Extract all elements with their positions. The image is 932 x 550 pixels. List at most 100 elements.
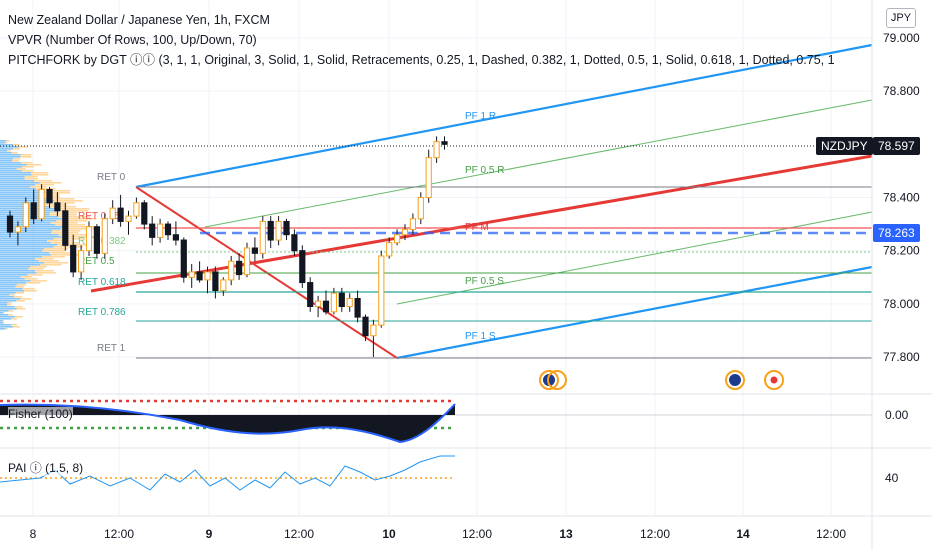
candle xyxy=(330,287,337,315)
candle xyxy=(394,229,401,246)
chart-grid xyxy=(0,0,872,516)
pai-legend[interactable]: PAI ⓘ (1.5, 8) xyxy=(8,459,84,476)
time-tick-label: 13 xyxy=(559,527,573,541)
price-tick-label: 77.800 xyxy=(883,350,920,364)
pitchfork-legend[interactable]: PITCHFORK by DGT ⓘⓘ (3, 1, 1, Original, … xyxy=(8,53,835,67)
candle xyxy=(251,237,259,262)
time-axis[interactable]: 8 12:00 9 12:00 10 12:00 13 12:00 14 12:00 xyxy=(30,527,847,541)
ret-0-label: RET 0 xyxy=(97,172,126,183)
event-flag-nz-icon[interactable] xyxy=(547,370,567,390)
candle xyxy=(346,293,353,312)
ret-0618-label: RET 0.618 xyxy=(78,277,126,288)
fisher-legend[interactable]: Fisher (100) xyxy=(8,407,73,421)
candle xyxy=(30,189,37,225)
candle xyxy=(180,237,187,283)
pf-05r-line xyxy=(204,99,873,228)
candle xyxy=(417,192,424,225)
price-tick-label: 79.000 xyxy=(883,31,920,45)
pai-line xyxy=(0,455,455,491)
fisher-pane: 0.00 xyxy=(0,399,909,444)
pitchfork-overlay: PF 1 R PF 0.5 R PF M PF 0.5 S PF 1 S RET… xyxy=(0,43,873,360)
candle xyxy=(70,234,77,278)
candle xyxy=(275,216,282,246)
fisher-line xyxy=(0,403,456,444)
price-tick-label: 78.200 xyxy=(883,244,920,258)
price-tick-label: 78.800 xyxy=(883,84,920,98)
candle xyxy=(164,221,172,241)
candle xyxy=(204,266,211,294)
price-tick-label: 78.000 xyxy=(883,297,920,311)
candle xyxy=(299,245,306,288)
candle xyxy=(109,200,116,225)
candle xyxy=(196,261,203,283)
time-tick-label: 12:00 xyxy=(816,527,846,541)
fisher-axis-value: 0.00 xyxy=(885,408,909,422)
time-tick-label: 10 xyxy=(382,527,396,541)
candle xyxy=(212,266,219,299)
candle xyxy=(259,216,266,259)
fisher-histogram xyxy=(0,404,455,442)
candle xyxy=(188,263,195,288)
volume-profile xyxy=(0,140,97,330)
currency-button[interactable]: JPY xyxy=(886,8,916,28)
pf-1r-line xyxy=(135,43,873,189)
pf-05s-label: PF 0.5 S xyxy=(465,276,504,287)
candle xyxy=(54,192,61,217)
candle xyxy=(378,250,385,328)
candle xyxy=(433,136,440,163)
candle xyxy=(228,255,235,286)
candle xyxy=(14,221,21,246)
level-price-tag: 78.263 xyxy=(873,224,920,242)
candle xyxy=(93,224,101,259)
event-markers[interactable] xyxy=(539,370,784,390)
candle xyxy=(149,216,156,246)
candle xyxy=(362,314,369,342)
price-tick-label: 78.400 xyxy=(883,191,920,205)
candle xyxy=(401,224,409,241)
candle xyxy=(85,221,93,256)
candle xyxy=(409,213,416,235)
candle xyxy=(354,290,361,323)
candle xyxy=(62,202,69,251)
candle xyxy=(243,242,251,278)
candle xyxy=(220,277,227,296)
pf-1r-label: PF 1 R xyxy=(465,111,496,122)
price-axis[interactable]: 79.000 78.800 78.400 78.200 78.000 77.800 xyxy=(883,31,920,364)
time-tick-label: 12:00 xyxy=(462,527,492,541)
candle xyxy=(22,197,29,233)
candle xyxy=(291,229,298,256)
pai-pane: 40 xyxy=(0,455,899,491)
pf-1s-label: PF 1 S xyxy=(465,331,496,342)
ret-05-label: RET 0.5 xyxy=(78,256,115,267)
candle xyxy=(236,253,243,280)
symbol-tag: NZDJPY xyxy=(816,137,873,155)
pf-1s-line xyxy=(396,265,873,360)
candlestick-series[interactable] xyxy=(6,136,448,357)
candle xyxy=(46,186,53,209)
candle xyxy=(307,277,314,312)
candle xyxy=(141,200,148,230)
pf-05r-label: PF 0.5 R xyxy=(465,165,504,176)
candle xyxy=(322,290,330,315)
vpvr-legend[interactable]: VPVR (Number Of Rows, 100, Up/Down, 70) xyxy=(8,33,257,47)
pf-m-label: PF M xyxy=(465,222,489,233)
time-tick-label: 14 xyxy=(736,527,750,541)
candle xyxy=(283,218,290,241)
ret-025-label: RET 0.25 xyxy=(78,211,120,222)
ret-0786-label: RET 0.786 xyxy=(78,307,126,318)
time-tick-label: 12:00 xyxy=(284,527,314,541)
time-tick-label: 12:00 xyxy=(640,527,670,541)
pai-axis-value: 40 xyxy=(885,471,899,485)
candle xyxy=(133,197,140,219)
candle xyxy=(38,184,45,222)
time-tick-label: 9 xyxy=(206,527,213,541)
symbol-title[interactable]: New Zealand Dollar / Japanese Yen, 1h, F… xyxy=(8,13,270,27)
candle xyxy=(315,295,322,318)
pf-05s-line xyxy=(396,211,873,305)
candle xyxy=(6,210,14,238)
last-price-tag: 78.597 xyxy=(873,137,920,155)
candle xyxy=(78,245,85,280)
candle xyxy=(117,194,124,227)
candle xyxy=(441,136,448,150)
